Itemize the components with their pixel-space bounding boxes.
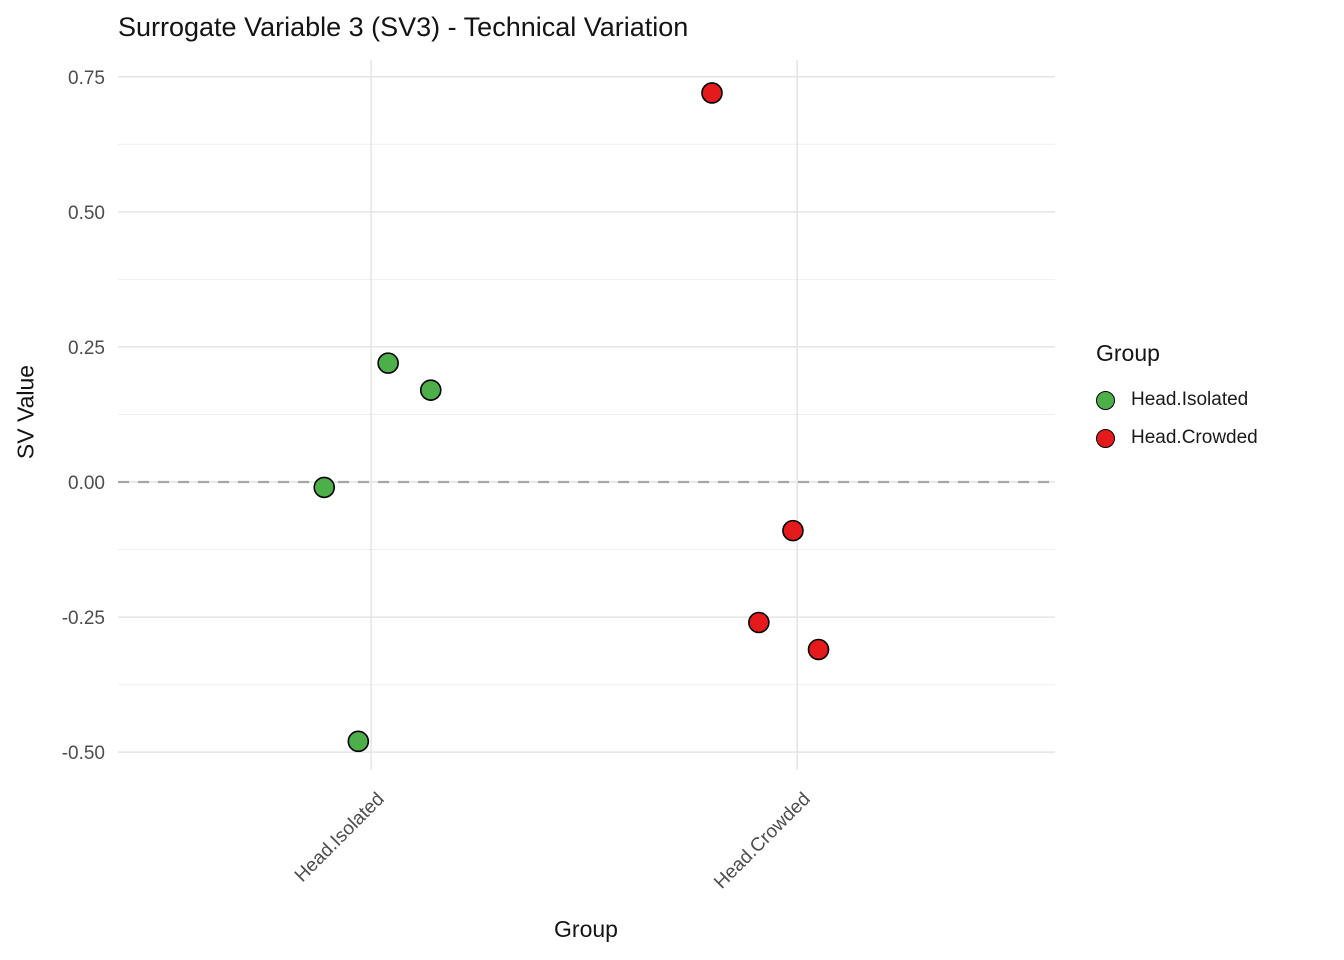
data-point-head-isolated [347,730,370,753]
data-point-head-crowded [748,611,770,634]
y-tick-label: -0.50 [62,743,105,764]
data-point-head-crowded [782,519,804,542]
legend-swatch-head-crowded [1096,428,1115,448]
legend-item-head-crowded: Head.Crowded [1096,427,1258,449]
legend-item-head-isolated: Head.Isolated [1096,389,1258,411]
data-point-head-isolated [377,352,399,374]
data-point-head-isolated [313,476,336,499]
y-tick-label: 0.00 [68,473,105,494]
legend-title: Group [1096,340,1160,366]
chart-title: Surrogate Variable 3 (SV3) - Technical V… [118,12,689,42]
y-tick-label: -0.25 [62,608,105,629]
data-point-head-isolated [419,379,442,401]
y-tick-label: 0.50 [68,203,105,224]
x-tick-label: Head.Crowded [710,789,814,893]
legend-swatch-head-isolated [1096,390,1115,410]
legend-label-head-isolated: Head.Isolated [1131,389,1249,410]
legend-label-head-crowded: Head.Crowded [1131,427,1258,448]
x-tick-label: Head.Isolated [291,789,389,887]
data-point-head-crowded [701,82,723,104]
data-point-head-crowded [807,638,830,661]
y-tick-label: 0.75 [68,68,105,89]
legend: Group Head.Isolated Head.Crowded [1096,340,1258,465]
x-axis-title: Group [554,916,618,942]
y-tick-label: 0.25 [68,338,105,359]
